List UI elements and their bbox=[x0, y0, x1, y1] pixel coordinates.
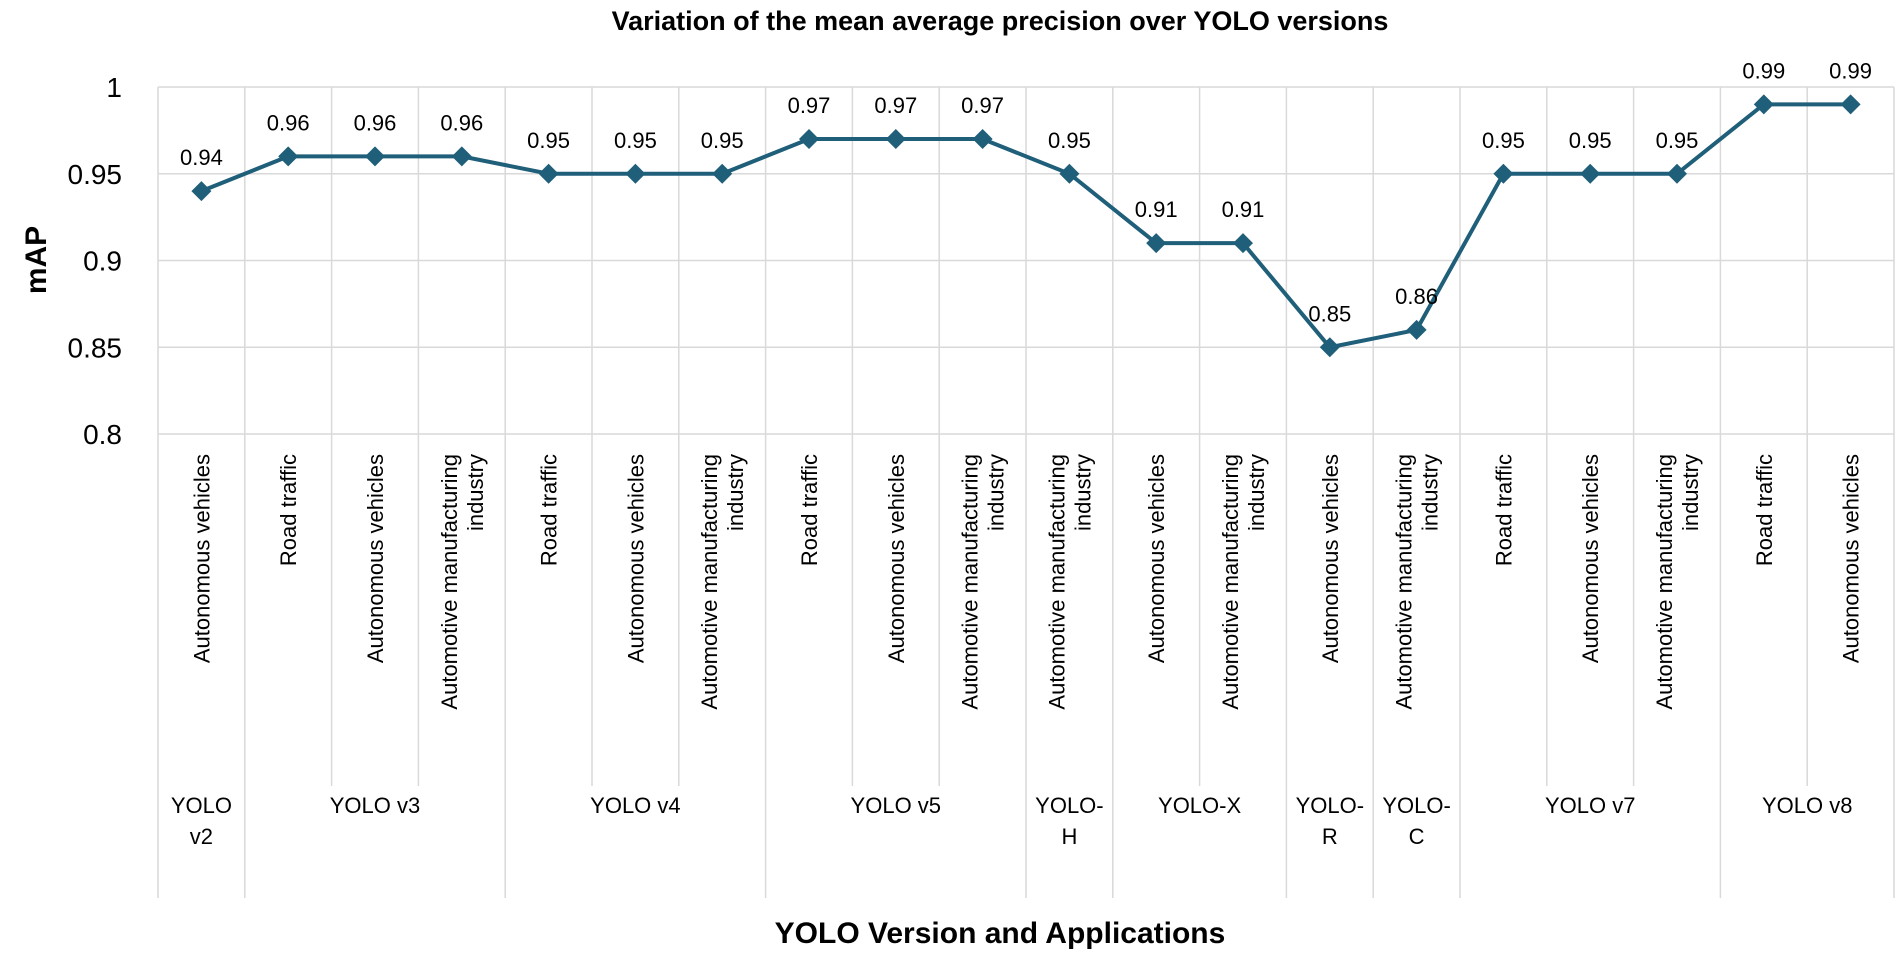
group-label: YOLO- bbox=[1382, 793, 1450, 818]
series-line-path bbox=[200, 102, 1851, 350]
data-point-marker bbox=[1319, 337, 1340, 358]
data-point-marker bbox=[972, 129, 993, 150]
data-label: 0.95 bbox=[1656, 128, 1699, 153]
category-label: Autonomous vehicles bbox=[884, 454, 909, 663]
category-label: Road traffic bbox=[1752, 454, 1777, 566]
category-label: Autonomous vehicles bbox=[1318, 454, 1343, 663]
chart-title: Variation of the mean average precision … bbox=[612, 6, 1389, 36]
data-point-marker bbox=[1493, 163, 1514, 184]
data-point-marker bbox=[625, 163, 646, 184]
data-label: 0.94 bbox=[180, 145, 223, 170]
data-point-marker bbox=[278, 146, 299, 167]
data-label: 0.91 bbox=[1135, 197, 1178, 222]
data-point-marker bbox=[1667, 163, 1687, 184]
group-label: v2 bbox=[190, 824, 213, 849]
category-label: Autonomous vehicles bbox=[189, 454, 214, 663]
category-label: industry bbox=[723, 454, 748, 531]
group-label: YOLO v3 bbox=[330, 793, 420, 818]
y-tick-label: 1 bbox=[106, 72, 122, 103]
data-point-marker bbox=[451, 146, 472, 167]
group-label: YOLO- bbox=[1035, 793, 1103, 818]
data-point-marker bbox=[1146, 233, 1167, 254]
group-label: R bbox=[1322, 824, 1338, 849]
group-label: YOLO v4 bbox=[590, 793, 680, 818]
category-label: Autonomous vehicles bbox=[623, 454, 648, 663]
data-labels: 0.94 0.96 0.96 0.96 0.95 0.95 0.95 0.97 0.97 0.97… bbox=[180, 58, 1872, 326]
category-label: industry bbox=[463, 454, 488, 531]
group-label: YOLO-X bbox=[1158, 793, 1241, 818]
data-label: 0.99 bbox=[1829, 58, 1872, 83]
y-tick-label: 0.85 bbox=[68, 332, 123, 363]
category-label: Road traffic bbox=[1491, 454, 1516, 566]
y-tick-label: 0.95 bbox=[68, 159, 123, 190]
data-point-marker bbox=[1840, 94, 1861, 115]
category-label: Automotive manufacturing bbox=[1392, 454, 1417, 710]
data-label: 0.95 bbox=[1569, 128, 1612, 153]
group-label: YOLO bbox=[171, 793, 232, 818]
y-tick-label: 0.9 bbox=[83, 246, 122, 277]
category-label: Road traffic bbox=[797, 454, 822, 566]
data-label: 0.96 bbox=[354, 110, 397, 135]
data-point-marker bbox=[365, 146, 385, 167]
category-label: industry bbox=[984, 454, 1009, 531]
data-label: 0.95 bbox=[1048, 128, 1091, 153]
category-label: Autonomous vehicles bbox=[363, 454, 388, 663]
data-label: 0.99 bbox=[1742, 58, 1785, 83]
data-point-marker bbox=[712, 163, 733, 184]
category-label: Road traffic bbox=[537, 454, 562, 566]
category-label: Automotive manufacturing bbox=[1044, 454, 1069, 710]
data-label: 0.95 bbox=[614, 128, 657, 153]
category-label: Automotive manufacturing bbox=[1218, 454, 1243, 710]
category-label: industry bbox=[1244, 454, 1269, 531]
data-label: 0.96 bbox=[267, 110, 310, 135]
data-label: 0.96 bbox=[440, 110, 483, 135]
series-line bbox=[191, 94, 1861, 358]
group-labels: YOLO v2 YOLO v3 YOLO v4 YOLO v5 YOLO- H YOLO-X Y… bbox=[171, 793, 1853, 849]
data-point-marker bbox=[1233, 233, 1253, 254]
data-point-marker bbox=[1406, 319, 1427, 340]
group-label: C bbox=[1409, 824, 1425, 849]
data-point-marker bbox=[799, 129, 819, 150]
y-tick-label: 0.8 bbox=[83, 419, 122, 450]
data-label: 0.91 bbox=[1222, 197, 1265, 222]
data-point-marker bbox=[1059, 163, 1080, 184]
category-label: industry bbox=[1678, 454, 1703, 531]
category-label: Automotive manufacturing bbox=[958, 454, 983, 710]
data-label: 0.85 bbox=[1308, 301, 1351, 326]
data-label: 0.97 bbox=[961, 93, 1004, 118]
group-label: H bbox=[1061, 824, 1077, 849]
data-label: 0.97 bbox=[788, 93, 831, 118]
data-point-marker bbox=[538, 163, 559, 184]
category-labels: Autonomous vehicles Road traffic Autonomou… bbox=[189, 454, 1863, 710]
y-tick-labels: 0.8 0.85 0.9 0.95 1 bbox=[68, 72, 123, 450]
category-label: Autonomous vehicles bbox=[1144, 454, 1169, 663]
group-label: YOLO- bbox=[1296, 793, 1364, 818]
group-label: YOLO v8 bbox=[1762, 793, 1852, 818]
category-label: Automotive manufacturing bbox=[697, 454, 722, 710]
category-label: Automotive manufacturing bbox=[1652, 454, 1677, 710]
group-label: YOLO v5 bbox=[851, 793, 941, 818]
category-label: industry bbox=[1070, 454, 1095, 531]
category-label: Automotive manufacturing bbox=[437, 454, 462, 710]
data-label: 0.86 bbox=[1395, 284, 1438, 309]
gridlines bbox=[157, 86, 1895, 898]
data-point-marker bbox=[1580, 163, 1601, 184]
data-label: 0.97 bbox=[874, 93, 917, 118]
data-label: 0.95 bbox=[701, 128, 744, 153]
category-label: Road traffic bbox=[276, 454, 301, 566]
data-label: 0.95 bbox=[527, 128, 570, 153]
data-label: 0.95 bbox=[1482, 128, 1525, 153]
category-label: Autonomous vehicles bbox=[1839, 454, 1864, 663]
data-point-marker bbox=[1753, 94, 1774, 115]
data-point-marker bbox=[191, 181, 212, 202]
category-label: industry bbox=[1418, 454, 1443, 531]
x-axis-label: YOLO Version and Applications bbox=[775, 917, 1226, 950]
y-axis-label: mAP bbox=[20, 226, 53, 294]
data-point-marker bbox=[885, 129, 906, 150]
group-label: YOLO v7 bbox=[1545, 793, 1635, 818]
category-label: Autonomous vehicles bbox=[1578, 454, 1603, 663]
